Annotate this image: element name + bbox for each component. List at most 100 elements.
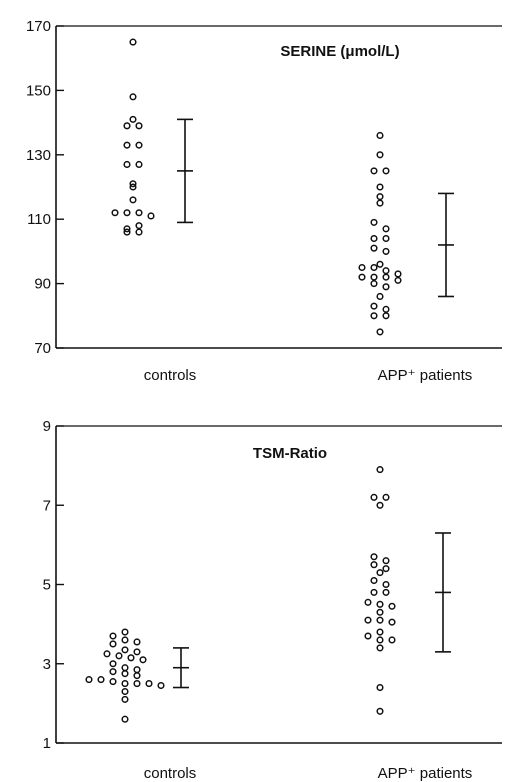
panel1-data-point <box>129 196 137 204</box>
panel1-data-point <box>382 305 390 313</box>
panel2-data-point <box>109 678 117 686</box>
panel2-data-point <box>157 681 165 690</box>
panel1-data-point <box>111 209 119 217</box>
panel1-data-point <box>370 302 378 310</box>
panel1-data-point <box>135 141 143 149</box>
panel2-data-point <box>370 561 378 569</box>
panel1-data-point <box>382 312 390 320</box>
panel2-data-point <box>121 687 129 696</box>
panel2-data-point <box>376 608 384 616</box>
panel1-data-point <box>123 122 131 130</box>
panel1-data-point <box>382 283 390 291</box>
panel1-data-point <box>129 115 137 123</box>
panel1-data-point <box>370 273 378 281</box>
panel1-data-point <box>382 267 390 275</box>
panel2-data-point <box>376 636 384 644</box>
panel1-chart-title: SERINE (μmol/L) <box>280 43 399 60</box>
panel1-data-point <box>135 228 143 236</box>
panel1-data-point <box>370 218 378 226</box>
panel1-data-point <box>376 292 384 301</box>
panel1-data-point <box>370 167 378 175</box>
panel2-data-point <box>382 580 390 589</box>
panel1-data-point <box>135 222 143 230</box>
panel1-data-point <box>135 209 143 217</box>
panel1-data-point <box>147 212 155 220</box>
panel2-data-point <box>388 618 396 626</box>
panel2-data-point <box>364 632 372 640</box>
panel1-data-point <box>358 273 366 281</box>
panel2-category-label: APP⁺ patients <box>378 765 473 782</box>
panel2-data-point <box>382 565 390 573</box>
panel2-category-label: controls <box>144 765 197 782</box>
panel2-data-point <box>376 683 384 692</box>
panel2-y-tick-label: 5 <box>43 577 51 594</box>
panel2-y-tick-label: 9 <box>43 418 51 435</box>
panel2-data-point <box>109 640 117 648</box>
panel2-data-point <box>121 715 129 723</box>
panel2-data-point <box>376 707 384 715</box>
panel1-data-point <box>123 141 131 149</box>
panel2-data-point <box>388 602 396 610</box>
panel1-category-label: controls <box>144 367 197 384</box>
panel2-data-point <box>109 660 117 668</box>
panel1-y-tick-label: 90 <box>34 276 51 293</box>
panel1-data-point <box>382 225 390 233</box>
panel1-data-point <box>123 228 131 236</box>
panel1-y-tick-label: 70 <box>34 340 51 357</box>
panel1-data-point <box>123 225 131 233</box>
panel2-data-point <box>133 680 141 688</box>
panel2-data-point <box>133 666 141 674</box>
panel1-data-point <box>135 160 143 169</box>
panel2-data-point <box>388 636 396 644</box>
panel2-data-point <box>382 588 390 596</box>
panel2-data-point <box>370 576 378 585</box>
panel2-data-point <box>364 616 372 624</box>
panel1-data-point <box>376 131 384 140</box>
panel2-data-point <box>103 650 111 658</box>
panel1-y-tick-label: 150 <box>26 82 51 99</box>
panel2-data-point <box>139 656 147 664</box>
panel2-data-point <box>376 501 384 509</box>
panel1-data-point <box>376 328 384 336</box>
panel2-data-point <box>109 668 117 676</box>
panel1-y-tick-label: 170 <box>26 18 51 35</box>
panel1-data-point <box>129 180 137 188</box>
panel2-data-point <box>97 676 105 684</box>
panel2-y-tick-label: 3 <box>43 656 51 673</box>
panel1-data-point <box>376 199 384 207</box>
panel1-data-point <box>370 312 378 320</box>
panel1-data-point <box>382 167 390 175</box>
panel2-data-point <box>121 664 129 672</box>
panel1-data-point <box>370 244 378 252</box>
panel1-data-point <box>358 263 366 272</box>
panel2-data-point <box>127 654 135 662</box>
panel2-data-point <box>133 638 141 646</box>
panel1-data-point <box>129 93 137 101</box>
panel1-data-point <box>394 270 402 278</box>
panel1-data-point <box>129 38 137 46</box>
panel1-data-point <box>135 122 143 130</box>
panel2-data-point <box>376 466 384 474</box>
panel2-data-point <box>121 628 129 636</box>
panel1-data-point <box>376 193 384 201</box>
panel1-data-point <box>382 247 390 255</box>
panel2-data-point <box>376 600 384 608</box>
panel2-data-point <box>145 680 153 688</box>
panel2-data-point <box>121 695 129 703</box>
panel2-data-point <box>382 493 390 501</box>
panel1-data-point <box>382 273 390 281</box>
panel1-data-point <box>376 183 384 191</box>
panel2-data-point <box>109 632 117 640</box>
panel1-category-label: APP⁺ patients <box>378 367 473 384</box>
panel1-y-tick-label: 130 <box>26 147 51 164</box>
panel1-data-point <box>382 234 390 243</box>
panel2-data-point <box>115 652 123 660</box>
panel2-data-point <box>121 646 129 654</box>
panel2-y-tick-label: 1 <box>43 735 51 752</box>
panel2-data-point <box>370 588 378 596</box>
panel2-data-point <box>85 676 93 684</box>
panel2-data-point <box>370 553 378 561</box>
panel1-data-point <box>394 276 402 284</box>
panel2-data-point <box>376 644 384 652</box>
